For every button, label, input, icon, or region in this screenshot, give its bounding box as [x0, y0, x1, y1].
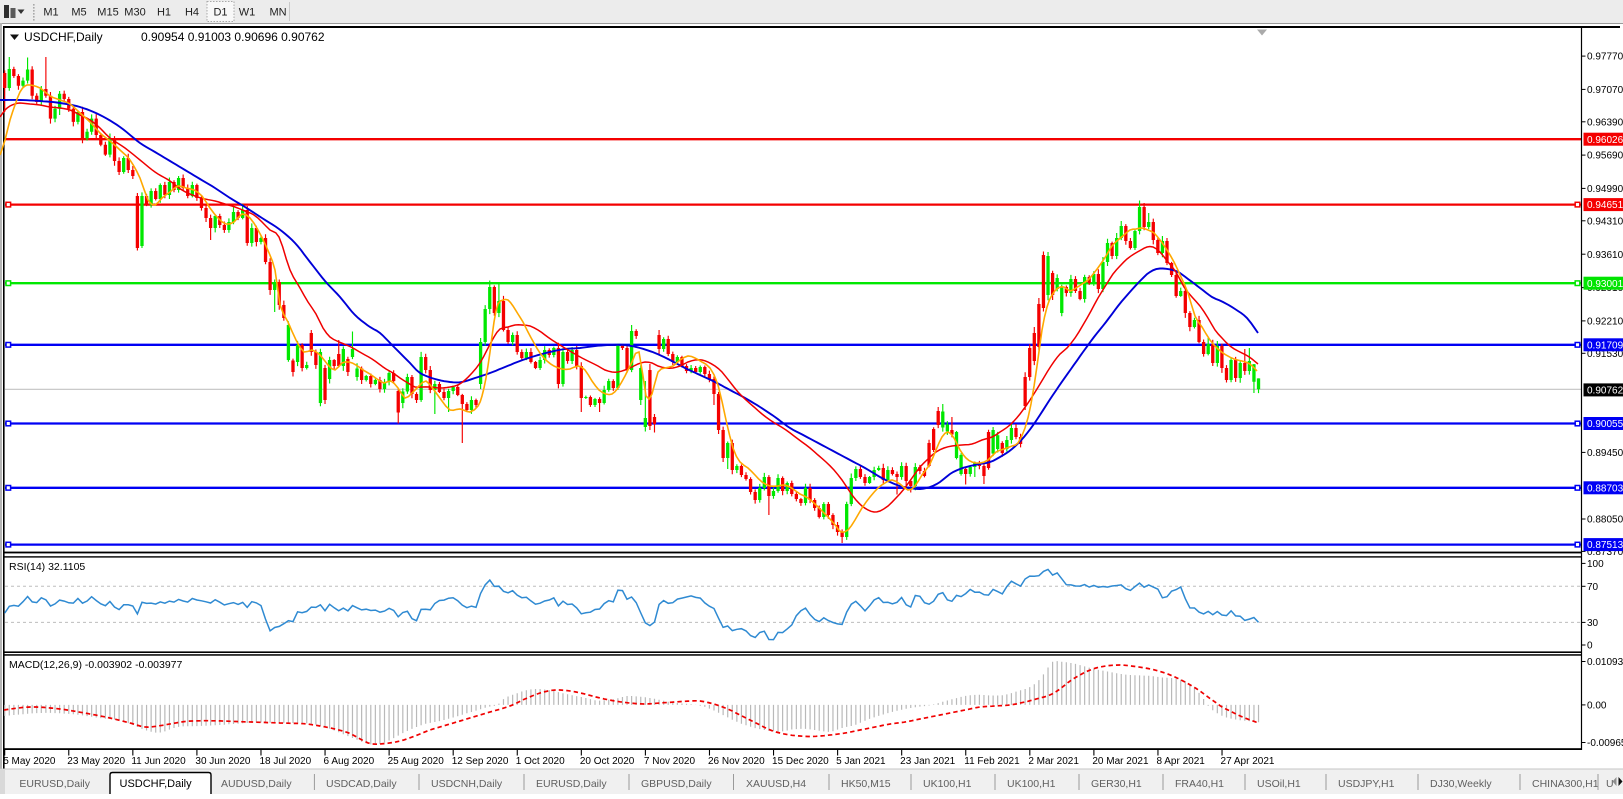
svg-text:0.87513: 0.87513: [1587, 540, 1623, 551]
svg-text:5 May 2020: 5 May 2020: [3, 756, 56, 767]
svg-text:0.93610: 0.93610: [1587, 250, 1623, 261]
svg-text:U: U: [1606, 778, 1614, 790]
svg-text:6 Aug 2020: 6 Aug 2020: [324, 756, 375, 767]
svg-text:CHINA300,H1: CHINA300,H1: [1532, 778, 1599, 790]
svg-text:12 Sep 2020: 12 Sep 2020: [452, 756, 509, 767]
svg-text:USDCHF,Daily: USDCHF,Daily: [24, 30, 103, 44]
svg-text:UK100,H1: UK100,H1: [1007, 778, 1056, 790]
svg-text:100: 100: [1587, 559, 1604, 570]
svg-text:D1: D1: [213, 7, 227, 19]
svg-text:27 Apr 2021: 27 Apr 2021: [1221, 756, 1275, 767]
svg-text:M30: M30: [124, 7, 145, 19]
svg-text:RSI(14) 32.1105: RSI(14) 32.1105: [9, 561, 85, 573]
svg-text:M5: M5: [71, 7, 86, 19]
svg-text:5 Jan 2021: 5 Jan 2021: [836, 756, 886, 767]
svg-text:GBPUSD,Daily: GBPUSD,Daily: [641, 778, 712, 790]
svg-text:MN: MN: [269, 7, 286, 19]
svg-text:0.96026: 0.96026: [1587, 135, 1623, 146]
svg-text:0.97770: 0.97770: [1587, 52, 1623, 63]
svg-text:USDJPY,H1: USDJPY,H1: [1338, 778, 1395, 790]
svg-text:M15: M15: [97, 7, 118, 19]
svg-text:25 Aug 2020: 25 Aug 2020: [388, 756, 445, 767]
svg-text:26 Nov 2020: 26 Nov 2020: [708, 756, 765, 767]
svg-text:18 Jul 2020: 18 Jul 2020: [259, 756, 311, 767]
svg-text:DJ30,Weekly: DJ30,Weekly: [1430, 778, 1492, 790]
svg-text:-0.009653: -0.009653: [1587, 738, 1623, 749]
svg-text:0.90954 0.91003 0.90696 0.9076: 0.90954 0.91003 0.90696 0.90762: [141, 30, 325, 44]
svg-text:FRA40,H1: FRA40,H1: [1175, 778, 1224, 790]
svg-text:H1: H1: [157, 7, 171, 19]
svg-text:70: 70: [1587, 582, 1599, 593]
svg-text:23 Jan 2021: 23 Jan 2021: [900, 756, 955, 767]
svg-text:7 Nov 2020: 7 Nov 2020: [644, 756, 696, 767]
svg-text:30 Jun 2020: 30 Jun 2020: [195, 756, 250, 767]
svg-text:0.93001: 0.93001: [1587, 279, 1623, 290]
svg-text:30: 30: [1587, 618, 1599, 629]
svg-text:EURUSD,Daily: EURUSD,Daily: [536, 778, 607, 790]
svg-text:UK100,H1: UK100,H1: [923, 778, 972, 790]
svg-text:USDCAD,Daily: USDCAD,Daily: [326, 778, 397, 790]
svg-text:W1: W1: [239, 7, 256, 19]
svg-text:GER30,H1: GER30,H1: [1091, 778, 1142, 790]
svg-text:0.88050: 0.88050: [1587, 515, 1623, 526]
svg-text:EURUSD,Daily: EURUSD,Daily: [19, 778, 90, 790]
svg-text:0.97070: 0.97070: [1587, 85, 1623, 96]
svg-text:USDCNH,Daily: USDCNH,Daily: [431, 778, 503, 790]
svg-text:15 Dec 2020: 15 Dec 2020: [772, 756, 829, 767]
svg-text:0.94310: 0.94310: [1587, 216, 1623, 227]
svg-text:20 Mar 2021: 20 Mar 2021: [1092, 756, 1149, 767]
svg-text:USDCHF,Daily: USDCHF,Daily: [120, 778, 193, 790]
svg-text:20 Oct 2020: 20 Oct 2020: [580, 756, 635, 767]
svg-text:XAUUSD,H4: XAUUSD,H4: [746, 778, 806, 790]
svg-text:0.92210: 0.92210: [1587, 317, 1623, 328]
svg-text:USOil,H1: USOil,H1: [1257, 778, 1301, 790]
svg-text:23 May 2020: 23 May 2020: [67, 756, 125, 767]
svg-text:0.94651: 0.94651: [1587, 200, 1623, 211]
svg-text:0.95690: 0.95690: [1587, 151, 1623, 162]
svg-text:MACD(12,26,9) -0.003902 -0.003: MACD(12,26,9) -0.003902 -0.003977: [9, 659, 183, 671]
svg-text:2 Mar 2021: 2 Mar 2021: [1028, 756, 1079, 767]
svg-text:1 Oct 2020: 1 Oct 2020: [516, 756, 565, 767]
svg-text:0.89450: 0.89450: [1587, 448, 1623, 459]
svg-text:0.88703: 0.88703: [1587, 483, 1623, 494]
svg-text:0.94990: 0.94990: [1587, 184, 1623, 195]
svg-text:11 Jun 2020: 11 Jun 2020: [131, 756, 186, 767]
svg-text:0: 0: [1587, 641, 1593, 652]
svg-text:HK50,M15: HK50,M15: [841, 778, 891, 790]
svg-text:H4: H4: [185, 7, 199, 19]
svg-text:0.90762: 0.90762: [1587, 386, 1623, 397]
svg-text:0.91709: 0.91709: [1587, 340, 1623, 351]
svg-text:AUDUSD,Daily: AUDUSD,Daily: [221, 778, 292, 790]
svg-text:M1: M1: [43, 7, 58, 19]
svg-text:0.90055: 0.90055: [1587, 419, 1623, 430]
svg-text:11 Feb 2021: 11 Feb 2021: [964, 756, 1020, 767]
svg-text:0.00: 0.00: [1587, 701, 1607, 712]
svg-text:0.010933: 0.010933: [1587, 657, 1623, 668]
svg-text:8 Apr 2021: 8 Apr 2021: [1156, 756, 1205, 767]
svg-text:0.96390: 0.96390: [1587, 117, 1623, 128]
